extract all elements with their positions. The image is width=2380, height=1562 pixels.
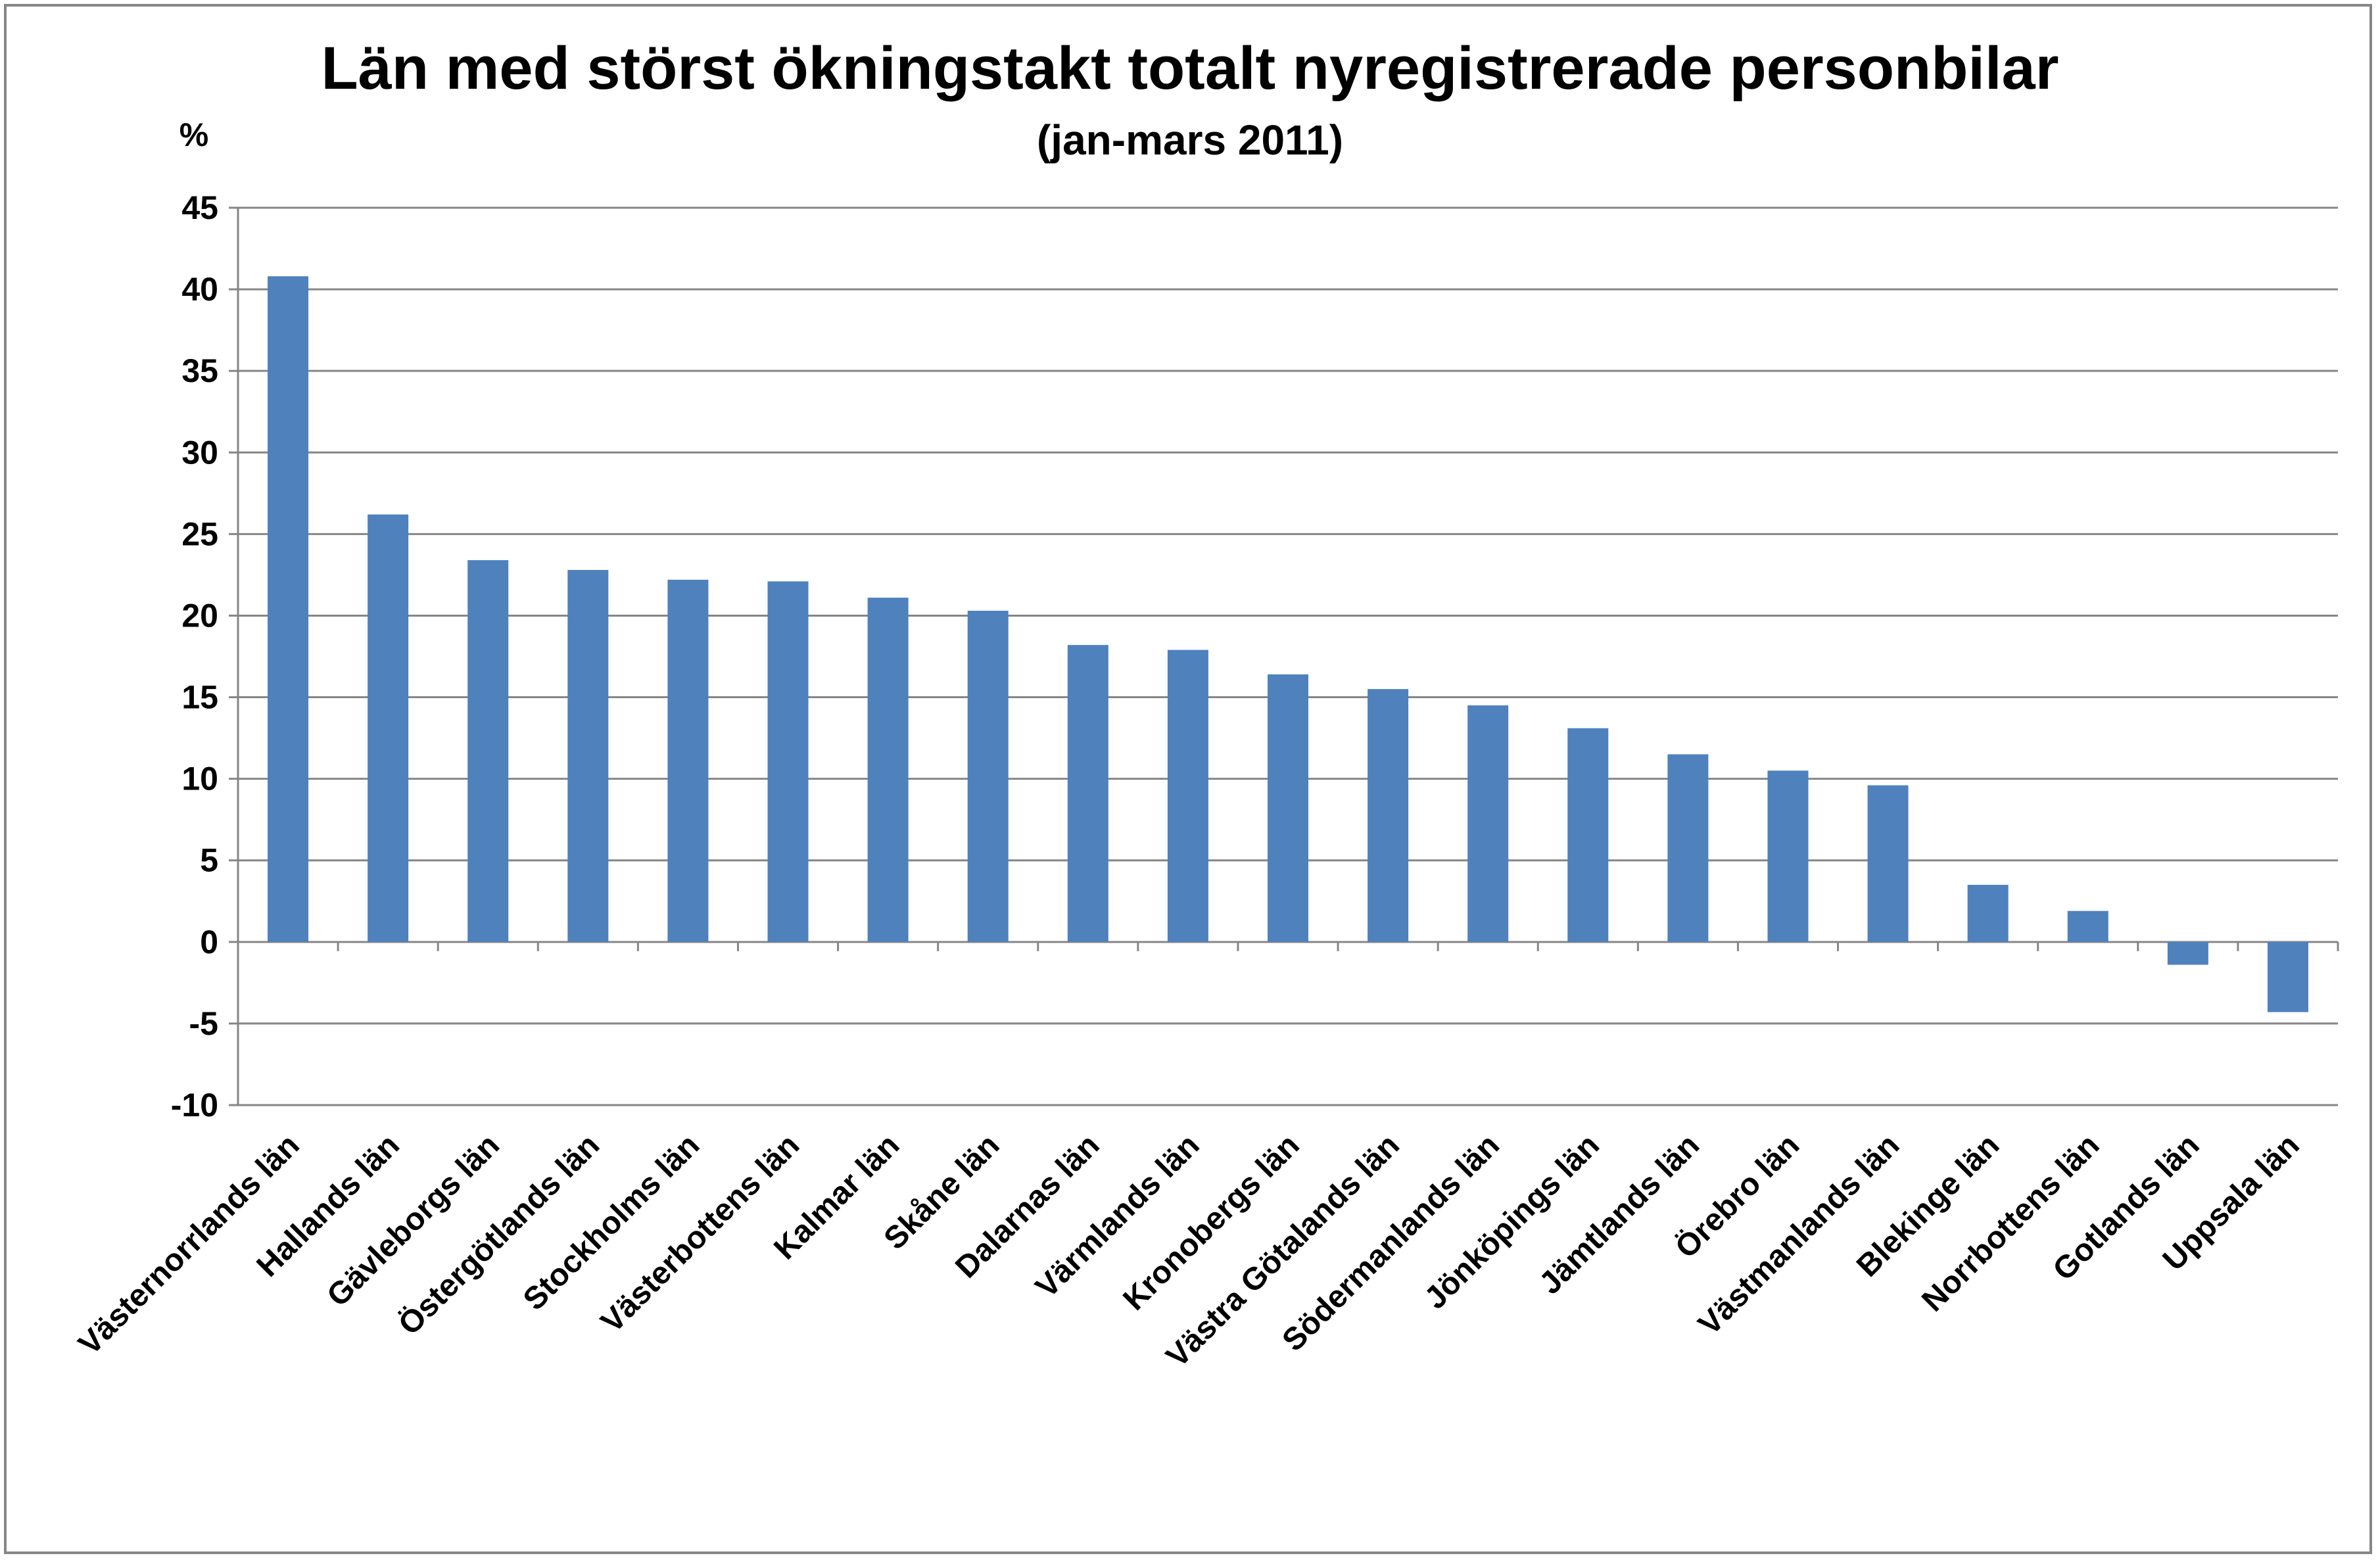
- bar: [567, 569, 609, 942]
- y-tick-label: 5: [200, 842, 218, 879]
- bar: [967, 611, 1009, 942]
- y-tick-label: -5: [189, 1005, 218, 1042]
- y-tick-label: 15: [181, 679, 218, 716]
- bar: [2167, 941, 2208, 965]
- bar: [1467, 705, 1509, 942]
- bar: [667, 579, 709, 942]
- y-tick-label: 20: [181, 597, 218, 634]
- bar: [2067, 911, 2108, 942]
- y-tick-label: 0: [200, 924, 218, 960]
- bar: [467, 560, 509, 942]
- bar: [2267, 941, 2308, 1012]
- bar: [1067, 645, 1108, 942]
- y-tick-label: 40: [181, 271, 218, 308]
- y-tick-label: 35: [181, 352, 218, 389]
- bar: [1368, 689, 1409, 942]
- y-tick-label: 45: [181, 189, 218, 226]
- bar: [1867, 785, 1909, 942]
- bar: [867, 598, 909, 942]
- bar: [1667, 754, 1709, 942]
- bar: [1767, 770, 1809, 942]
- bars: [268, 276, 2308, 1012]
- y-tick-labels: 45 40 35 30 25 20 15 10 5 0 -5 -10: [171, 189, 218, 1124]
- axes: [229, 206, 2339, 1106]
- bar: [368, 514, 409, 942]
- y-tick-label: 10: [181, 761, 218, 797]
- chart-title: Län med störst ökningstakt totalt nyregi…: [321, 35, 2059, 102]
- chart-subtitle: (jan-mars 2011): [1037, 116, 1343, 164]
- y-tick-label: -10: [171, 1087, 218, 1124]
- bar: [268, 276, 309, 942]
- bar: [1967, 884, 2009, 942]
- bar: [1567, 728, 1609, 942]
- bar: [767, 581, 809, 942]
- y-tick-label: 25: [181, 515, 218, 552]
- y-axis-label: %: [179, 116, 208, 153]
- bar: [1167, 650, 1208, 942]
- bar: [1268, 674, 1308, 942]
- y-tick-label: 30: [181, 434, 218, 471]
